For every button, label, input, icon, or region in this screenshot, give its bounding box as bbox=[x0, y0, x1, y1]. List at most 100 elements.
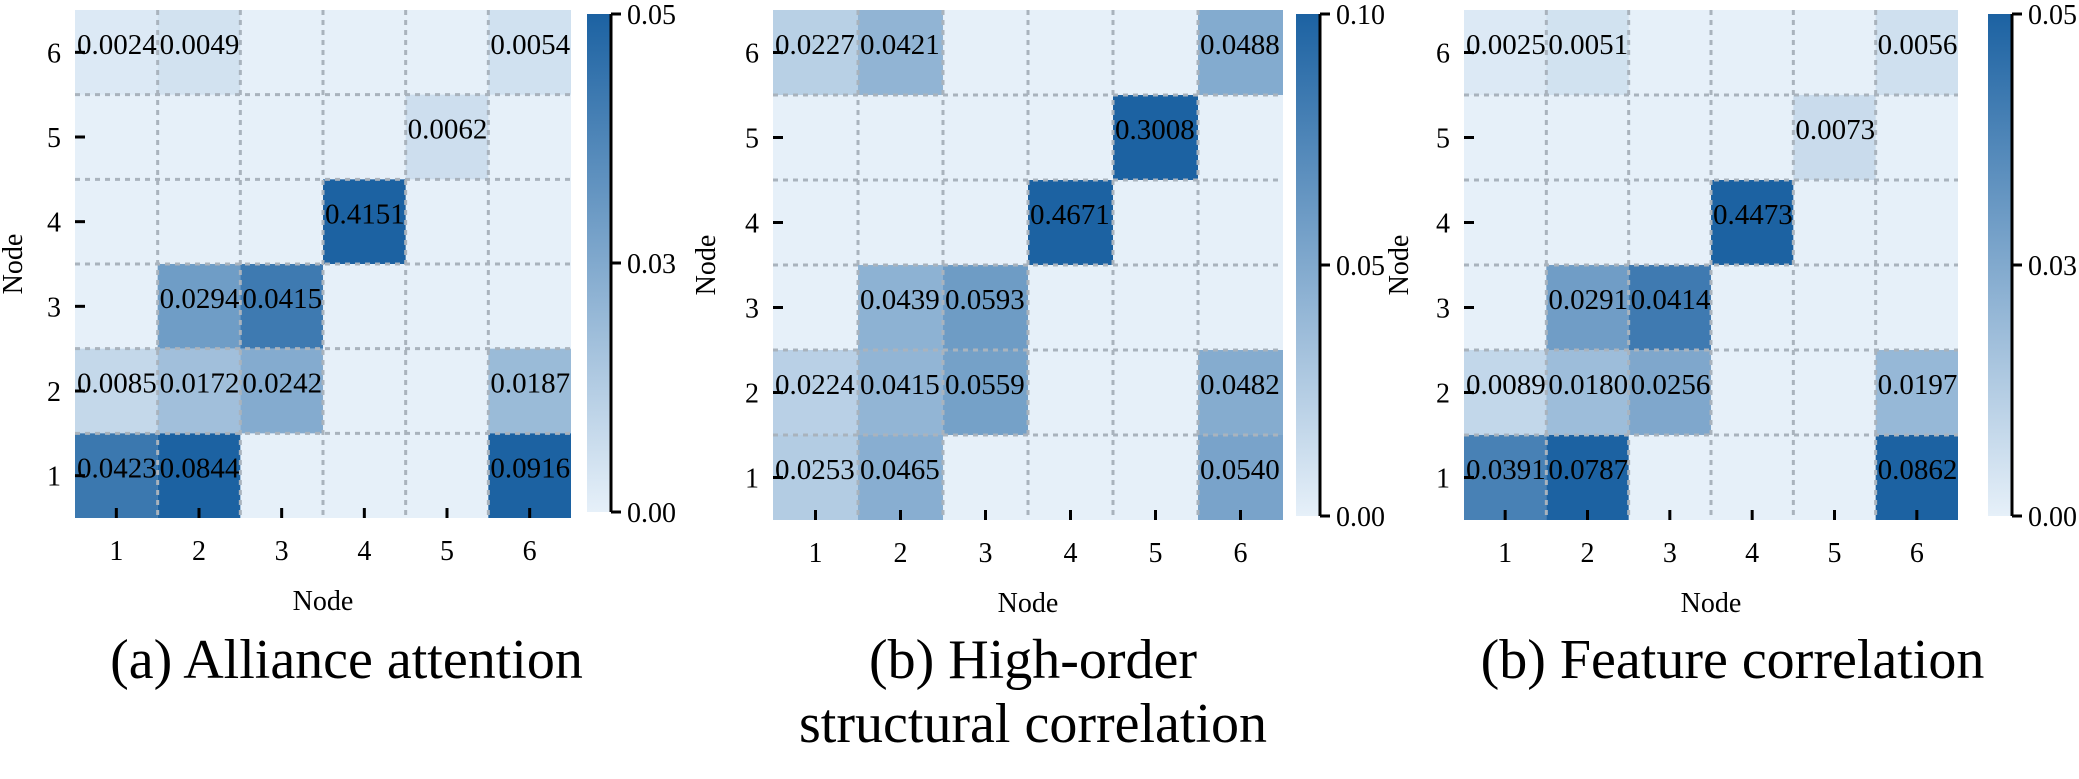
heatmap-cell bbox=[1464, 435, 1547, 520]
heatmap-cell bbox=[943, 265, 1028, 350]
cell-value-label: 0.0024 bbox=[77, 29, 157, 61]
colorbar bbox=[1988, 14, 2012, 516]
x-tick-label: 6 bbox=[1910, 538, 1924, 569]
cell-value-label: 0.0916 bbox=[490, 452, 570, 484]
heatmap-panel-a: 0.0024 0.0049 0.0054 0.0062 0.4151 0.0294 0.04… bbox=[0, 0, 693, 779]
heatmap-cell bbox=[240, 264, 323, 349]
cell-value-label: 0.0197 bbox=[1878, 369, 1958, 401]
heatmap-cell bbox=[1028, 180, 1113, 265]
x-tick-label: 3 bbox=[1663, 538, 1677, 569]
heatmap-cell bbox=[157, 433, 241, 518]
x-tick-label: 6 bbox=[1234, 538, 1248, 569]
x-tick-label: 2 bbox=[894, 538, 908, 569]
heatmap-cell bbox=[1546, 350, 1629, 435]
x-axis-title: Node bbox=[998, 588, 1059, 619]
cell-value-label: 0.0482 bbox=[1200, 369, 1280, 401]
colorbar-tick-label: 0.10 bbox=[1336, 0, 1385, 31]
heatmap-cell bbox=[858, 350, 943, 435]
y-tick-label: 1 bbox=[745, 464, 759, 495]
colorbar-tick-label: 0.03 bbox=[627, 249, 676, 280]
cell-value-label: 0.0253 bbox=[775, 454, 855, 486]
cell-value-label: 0.0415 bbox=[860, 369, 940, 401]
heatmap-cell bbox=[1546, 10, 1629, 95]
cell-value-label: 0.0187 bbox=[490, 368, 570, 400]
heatmap-cell bbox=[1464, 350, 1547, 435]
y-tick-label: 3 bbox=[745, 294, 759, 325]
cell-value-label: 0.0415 bbox=[242, 283, 322, 315]
cell-value-label: 0.0439 bbox=[860, 284, 940, 316]
cell-value-label: 0.0224 bbox=[775, 369, 855, 401]
heatmap-cell bbox=[1875, 10, 1958, 95]
cell-value-label: 0.0051 bbox=[1548, 29, 1628, 61]
cell-value-label: 0.0294 bbox=[160, 283, 240, 315]
heatmap-cell bbox=[488, 10, 571, 95]
y-tick-label: 3 bbox=[1436, 294, 1450, 325]
x-tick-label: 4 bbox=[1064, 538, 1078, 569]
colorbar-tick-label: 0.03 bbox=[2028, 251, 2077, 282]
cell-value-label: 0.0421 bbox=[860, 29, 940, 61]
heatmap-cell bbox=[1198, 435, 1283, 520]
x-tick-label: 3 bbox=[275, 536, 289, 567]
y-tick-label: 3 bbox=[47, 292, 61, 323]
heatmap-cell bbox=[1628, 265, 1711, 350]
cell-value-label: 0.0423 bbox=[77, 452, 157, 484]
x-tick-label: 3 bbox=[979, 538, 993, 569]
heatmap-cell bbox=[773, 435, 858, 520]
cell-value-label: 0.0391 bbox=[1466, 454, 1546, 486]
x-tick-label: 5 bbox=[1828, 538, 1842, 569]
heatmap-cell bbox=[858, 435, 943, 520]
heatmap-cell bbox=[1875, 350, 1958, 435]
y-tick-label: 1 bbox=[47, 462, 61, 493]
cell-value-label: 0.0180 bbox=[1548, 369, 1628, 401]
x-axis-title: Node bbox=[293, 586, 354, 617]
heatmap-cell bbox=[157, 348, 241, 434]
heatmap-cell bbox=[240, 348, 323, 434]
colorbar-tick-label: 0.00 bbox=[627, 498, 676, 529]
x-tick-label: 1 bbox=[109, 536, 123, 567]
y-tick-label: 6 bbox=[1436, 39, 1450, 70]
y-axis-title: Node bbox=[693, 235, 722, 296]
y-tick-label: 4 bbox=[47, 208, 61, 239]
colorbar-tick-label: 0.00 bbox=[1336, 502, 1385, 533]
heatmap-cell bbox=[323, 179, 406, 264]
heatmap-cell bbox=[858, 10, 943, 95]
y-tick-label: 1 bbox=[1436, 464, 1450, 495]
cell-value-label: 0.0787 bbox=[1548, 454, 1628, 486]
heatmap-cell bbox=[1628, 350, 1711, 435]
cell-value-label: 0.0540 bbox=[1200, 454, 1280, 486]
heatmap-cell bbox=[488, 348, 571, 434]
cell-value-label: 0.4671 bbox=[1030, 199, 1110, 231]
cell-value-label: 0.0465 bbox=[860, 454, 940, 486]
heatmap-cell bbox=[1711, 180, 1794, 265]
heatmap-cell bbox=[405, 94, 489, 180]
colorbar-tick-label: 0.05 bbox=[1336, 251, 1385, 282]
cell-value-label: 0.0242 bbox=[242, 368, 322, 400]
cell-value-label: 0.0056 bbox=[1878, 29, 1958, 61]
x-tick-label: 4 bbox=[1745, 538, 1759, 569]
heatmap-cell bbox=[1793, 95, 1876, 180]
heatmap-cell bbox=[1113, 95, 1198, 180]
x-tick-label: 4 bbox=[357, 536, 371, 567]
cell-value-label: 0.0227 bbox=[775, 29, 855, 61]
cell-value-label: 0.0291 bbox=[1548, 284, 1628, 316]
cell-value-label: 0.0089 bbox=[1466, 369, 1546, 401]
y-tick-label: 6 bbox=[47, 38, 61, 69]
x-tick-label: 1 bbox=[809, 538, 823, 569]
caption-a: (a) Alliance attention bbox=[110, 629, 583, 691]
cell-value-label: 0.0073 bbox=[1795, 114, 1875, 146]
heatmap-cell bbox=[1198, 10, 1283, 95]
colorbar-tick-label: 0.05 bbox=[627, 0, 676, 31]
cell-value-label: 0.4473 bbox=[1713, 199, 1793, 231]
y-axis-title: Node bbox=[0, 234, 29, 295]
heatmap-panel-b: 0.0227 0.0421 0.0488 0.3008 0.4671 0.0439 0.05… bbox=[691, 0, 1386, 779]
y-tick-label: 2 bbox=[745, 379, 759, 410]
y-tick-label: 6 bbox=[745, 39, 759, 70]
heatmap-cell bbox=[773, 10, 858, 95]
heatmap-cell bbox=[75, 10, 158, 95]
heatmap-cell bbox=[1546, 435, 1629, 520]
cell-value-label: 0.0256 bbox=[1631, 369, 1711, 401]
x-tick-label: 6 bbox=[523, 536, 537, 567]
caption-c: (b) Feature correlation bbox=[1480, 629, 1985, 691]
heatmap-cell bbox=[858, 265, 943, 350]
